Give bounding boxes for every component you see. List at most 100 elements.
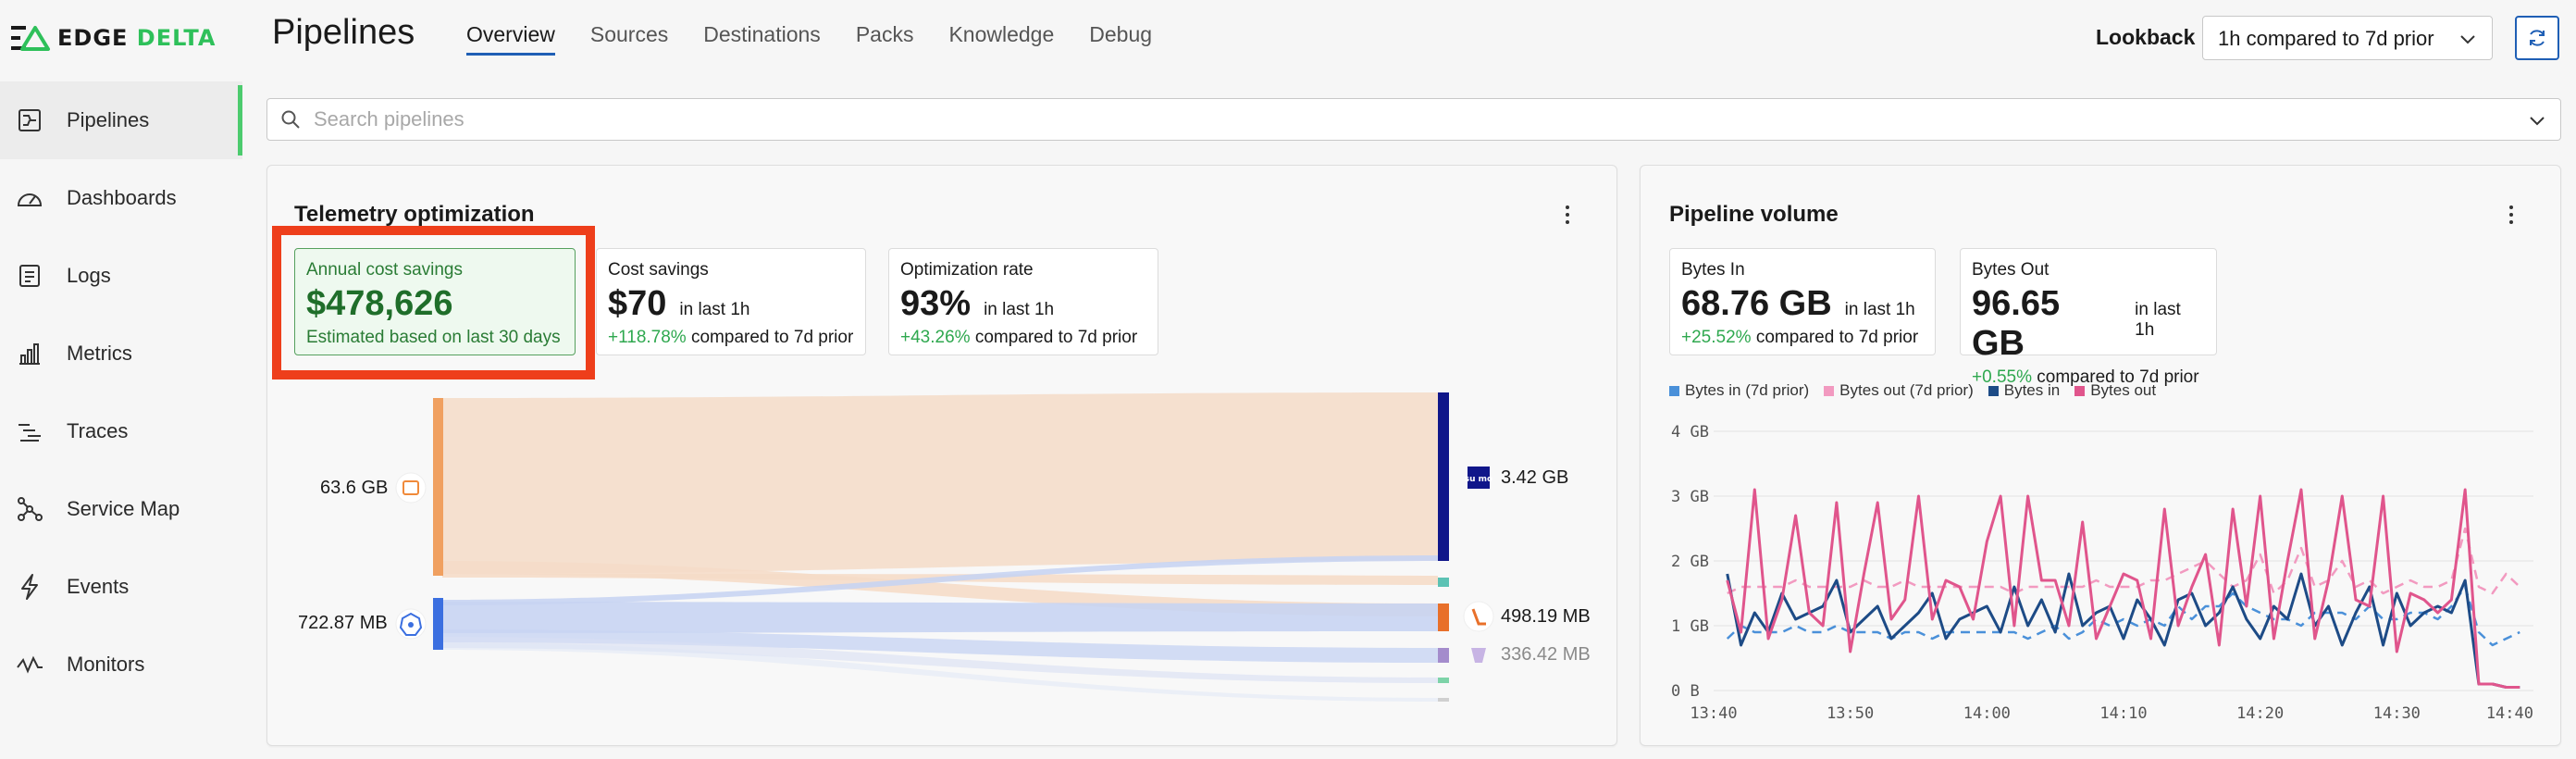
legend-label: Bytes out (7d prior): [1839, 381, 1974, 399]
sidebar-item-logs[interactable]: Logs: [0, 237, 242, 315]
legend-label: Bytes in: [2003, 381, 2061, 399]
sidebar-item-metrics[interactable]: Metrics: [0, 315, 242, 392]
source-volume-label: 63.6 GB: [320, 478, 389, 498]
sidebar-item-label: Monitors: [67, 653, 145, 676]
destination-node-bar: [1438, 678, 1449, 683]
search-input[interactable]: [314, 106, 2442, 132]
bar-chart-icon: [15, 339, 44, 368]
file-source-icon: [395, 472, 427, 504]
flow-band: [442, 392, 1438, 574]
legend-item[interactable]: Bytes out (7d prior): [1824, 381, 1974, 400]
tab-overview[interactable]: Overview: [466, 22, 555, 56]
optimization-rate-label: Optimization rate: [900, 260, 1034, 280]
kebab-menu-icon[interactable]: [2502, 202, 2520, 228]
file-source-icon-glyph: [402, 480, 419, 495]
bytes-in-label: Bytes In: [1681, 260, 1745, 280]
cost-savings-period: in last 1h: [679, 300, 750, 319]
bytes-out-value: 96.65 GB: [1972, 284, 2061, 363]
telemetry-card-title: Telemetry optimization: [294, 202, 535, 227]
search-bar[interactable]: [266, 98, 2561, 141]
chevron-down-icon: [2460, 35, 2475, 44]
bytes-in-change: +25.52%: [1681, 328, 1752, 347]
lookback-value: 1h compared to 7d prior: [2218, 27, 2434, 50]
x-tick-label: 14:20: [2236, 704, 2284, 723]
optimization-rate-compare: compared to 7d prior: [970, 328, 1138, 347]
y-tick-label: 3 GB: [1671, 488, 1709, 506]
network-icon: [15, 494, 44, 524]
brand-name: EDGE DELTA: [57, 25, 216, 51]
refresh-button[interactable]: [2515, 16, 2559, 60]
chevron-down-icon[interactable]: [2527, 110, 2547, 131]
cost-savings-value: $70: [608, 284, 667, 323]
lightning-icon: [15, 572, 44, 602]
sidebar-item-monitors[interactable]: Monitors: [0, 626, 242, 703]
tab-debug[interactable]: Debug: [1089, 22, 1153, 46]
destination-node-bar: [1438, 603, 1449, 631]
annual-savings-value: $478,626: [306, 284, 453, 323]
bytes-in-stat: Bytes In 68.76 GB in last 1h +25.52% comp…: [1669, 248, 1936, 355]
y-tick-label: 1 GB: [1671, 617, 1709, 636]
sumo-logic-icon-glyph: su mo: [1465, 475, 1492, 484]
gauge-icon: [15, 183, 44, 213]
source-volume-label: 722.87 MB: [298, 613, 388, 633]
x-tick-label: 14:10: [2099, 704, 2147, 723]
sidebar-item-service-map[interactable]: Service Map: [0, 470, 242, 548]
cost-savings-stat: Cost savings $70 in last 1h +118.78% comp…: [596, 248, 866, 355]
legend-label: Bytes in (7d prior): [1685, 381, 1810, 399]
optimization-rate-period: in last 1h: [984, 300, 1055, 319]
page-title: Pipelines: [272, 13, 415, 52]
flow-band: [442, 555, 1438, 605]
tab-packs[interactable]: Packs: [855, 22, 914, 46]
flow-band: [442, 642, 1438, 702]
sidebar-item-traces[interactable]: Traces: [0, 392, 242, 470]
destination-node-bar: [1438, 698, 1449, 702]
x-tick-label: 14:30: [2373, 704, 2421, 723]
legend-item[interactable]: Bytes out: [2074, 381, 2156, 400]
x-tick-label: 13:40: [1690, 704, 1737, 723]
cost-savings-label: Cost savings: [608, 260, 709, 280]
series-line: [1726, 488, 2520, 689]
lookback-select[interactable]: 1h compared to 7d prior: [2202, 16, 2493, 60]
sidebar-item-label: Dashboards: [67, 186, 177, 209]
bytes-in-value: 68.76 GB: [1681, 284, 1832, 323]
series-line: [1726, 572, 2520, 689]
flow-band: [442, 561, 1438, 616]
tab-destinations[interactable]: Destinations: [703, 22, 821, 46]
bytes-out-stat: Bytes Out 96.65 GB in last 1h +0.55% comp…: [1960, 248, 2217, 387]
tab-sources[interactable]: Sources: [589, 22, 669, 46]
legend-item[interactable]: Bytes in: [1988, 381, 2060, 400]
sidebar-item-pipelines[interactable]: Pipelines: [0, 81, 242, 159]
kubernetes-icon-hub: [408, 622, 414, 628]
sidebar-item-dashboards[interactable]: Dashboards: [0, 159, 242, 237]
destination-volume-label: 498.19 MB: [1501, 606, 1591, 627]
flow-band: [442, 637, 1438, 683]
traces-icon: [15, 417, 44, 446]
bytes-out-change: +0.55%: [1972, 367, 2032, 387]
destination-orange-icon-glyph: [1471, 608, 1486, 626]
flow-band: [442, 602, 1438, 633]
legend-swatch: [2074, 385, 2086, 396]
edge-delta-logo[interactable]: EDGE DELTA: [9, 24, 216, 52]
destination-purple-icon: [1471, 648, 1486, 663]
bytes-out-period: in last 1h: [2135, 300, 2181, 340]
optimization-rate-value: 93%: [900, 284, 972, 323]
legend-swatch: [1669, 385, 1679, 396]
y-tick-label: 0 B: [1671, 682, 1700, 701]
cost-savings-compare: compared to 7d prior: [686, 328, 854, 347]
destination-node-bar: [1438, 578, 1449, 587]
x-tick-label: 14:00: [1963, 704, 2011, 723]
brand-name-green: DELTA: [136, 25, 217, 51]
source-node-bar: [433, 398, 443, 576]
x-tick-label: 13:50: [1827, 704, 1874, 723]
sumo-logic-icon: [1468, 467, 1490, 489]
sidebar-item-label: Metrics: [67, 342, 132, 365]
sidebar-item-label: Traces: [67, 419, 129, 442]
tab-knowledge[interactable]: Knowledge: [948, 22, 1055, 46]
source-node-bar: [433, 598, 443, 650]
kebab-menu-icon[interactable]: [1558, 202, 1577, 228]
series-line: [1727, 527, 2521, 595]
legend-item[interactable]: Bytes in (7d prior): [1669, 381, 1809, 400]
sidebar-item-events[interactable]: Events: [0, 548, 242, 626]
legend-swatch: [1988, 385, 1999, 396]
